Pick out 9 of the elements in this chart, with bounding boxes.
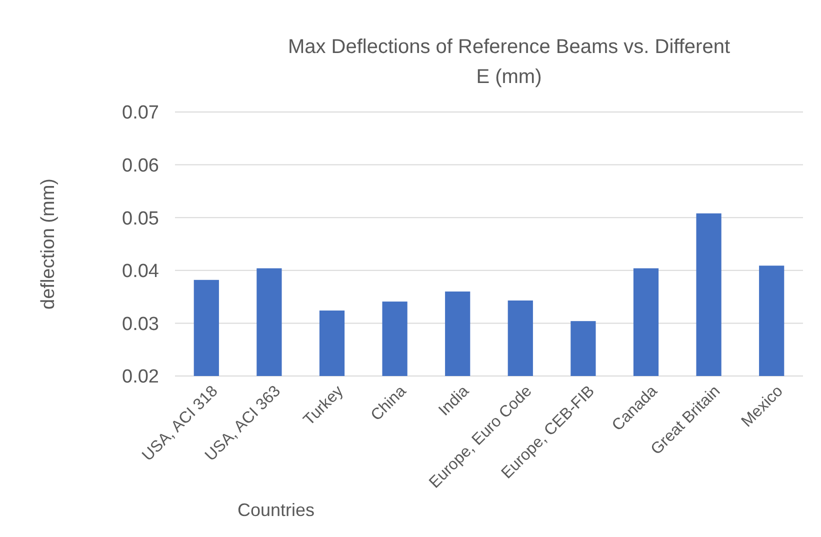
y-tick-label: 0.06 <box>122 155 159 176</box>
y-tick-label: 0.03 <box>122 314 159 335</box>
y-tick-label: 0.07 <box>122 102 159 124</box>
y-tick-label: 0.05 <box>122 208 159 230</box>
x-axis-title: Countries <box>237 500 315 520</box>
y-axis-title: deflection (mm) <box>38 178 59 310</box>
chart-title: Max Deflections of Reference Beams vs. Different E (mm) <box>288 36 730 88</box>
y-tick-label: 0.02 <box>122 366 159 388</box>
y-tick-label: 0.04 <box>122 261 160 282</box>
